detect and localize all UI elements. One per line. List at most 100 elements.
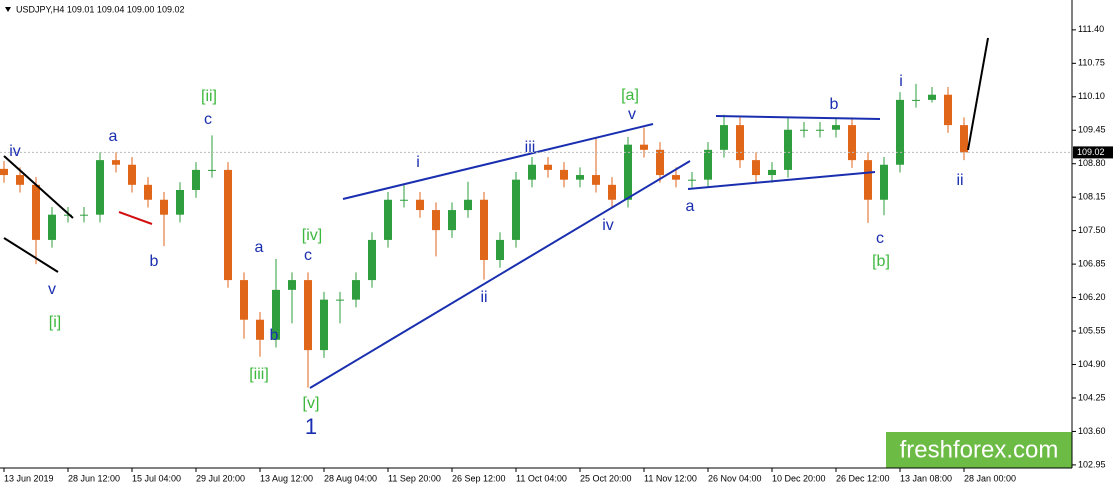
wave-label: c [876,230,884,247]
plot-area [0,83,968,388]
symbol-icon [5,7,11,12]
candle-body [416,199,424,211]
x-tick-label: 13 Aug 12:00 [260,473,313,483]
candle-body [928,94,936,100]
x-tick-label: 28 Aug 04:00 [324,473,377,483]
wave-label: i [416,154,420,171]
candle-body [576,175,584,180]
wave-label: ii [480,289,487,306]
candle-body [176,189,184,215]
y-tick-label: 110.75 [1078,58,1105,68]
watermark-box [886,432,1072,468]
trend-line [309,160,691,389]
candle-body [752,160,760,176]
wave-label: [b] [872,253,890,270]
candle-body [912,99,920,101]
candle-body [320,299,328,351]
x-tick-label: 29 Jul 20:00 [196,473,245,483]
y-tick-label: 108.15 [1078,192,1106,202]
candle-body [784,129,792,170]
candle-body [848,125,856,161]
y-tick-label: 105.55 [1078,325,1106,335]
x-tick-label: 28 Jun 12:00 [68,473,120,483]
candle-body [864,160,872,200]
x-tick-label: 13 Jun 2019 [4,473,54,483]
wave-label: [i] [49,314,61,331]
candle-body [256,319,264,340]
trend-line [715,115,881,120]
candle-body [656,149,664,176]
x-tick-label: 28 Jan 00:00 [964,473,1016,483]
wave-label: [a] [621,87,639,104]
candle-body [880,164,888,200]
candle-body [512,179,520,240]
y-tick-label: 110.10 [1078,91,1105,101]
y-tick-label: 104.25 [1078,392,1106,402]
y-tick-label: 108.80 [1078,158,1106,168]
candle-body [640,144,648,150]
candle-body [144,184,152,200]
candle-body [480,199,488,260]
candle-body [944,94,952,126]
candle-body [32,184,40,240]
y-tick-label: 106.85 [1078,258,1106,268]
candle-body [368,239,376,281]
candle-body [112,160,120,165]
candle-body [224,169,232,281]
trend-line [3,237,59,273]
wave-label: i [899,73,903,90]
trend-line [118,211,153,225]
wave-label: a [109,128,118,145]
candle-body [64,214,72,216]
y-tick-label: 103.60 [1078,426,1106,436]
wave-label: iv [602,217,614,234]
candle-body [736,125,744,161]
candle-body [208,169,216,171]
wave-label: iii [525,139,536,156]
candle-body [272,289,280,340]
x-tick-label: 26 Dec 12:00 [836,473,890,483]
wave-label: [iii] [249,366,269,383]
candle-body [448,210,456,231]
wave-label: ii [956,172,963,189]
candle-body [464,199,472,211]
last-price-box [1073,146,1113,159]
candle-body [832,125,840,130]
candle-body [352,280,360,300]
wave-label: c [204,111,212,128]
candle-body [960,125,968,153]
y-tick-label: 104.90 [1078,359,1106,369]
candle-body [496,239,504,260]
y-tick-label: 102.95 [1078,459,1106,469]
candle-body [592,175,600,185]
candle-body [160,199,168,215]
trend-line [967,37,989,151]
y-tick-label: 106.20 [1078,292,1106,302]
watermark: freshforex.com [900,436,1059,463]
chart-title: USDJPY,H4 109.01 109.04 109.00 109.02 [16,4,184,14]
candle-body [560,169,568,180]
candle-body [304,280,312,351]
wave-label: c [304,247,312,264]
wave-label: [v] [303,395,320,412]
x-tick-label: 10 Dec 20:00 [772,473,826,483]
candle-body [608,184,616,200]
candle-body [528,164,536,180]
wave-label: v [628,106,636,123]
x-tick-label: 26 Nov 04:00 [708,473,762,483]
candle-body [48,214,56,240]
candle-body [896,99,904,165]
candle-body [800,129,808,131]
wave-label: a [686,198,695,215]
candle-body [192,169,200,190]
candle-body [720,125,728,150]
candle-body [240,280,248,320]
wave-label: v [48,281,56,298]
trend-line [687,171,876,190]
trend-lines [3,37,989,389]
candle-body [624,144,632,200]
x-tick-label: 11 Oct 04:00 [516,473,567,483]
candle-body [688,179,696,181]
